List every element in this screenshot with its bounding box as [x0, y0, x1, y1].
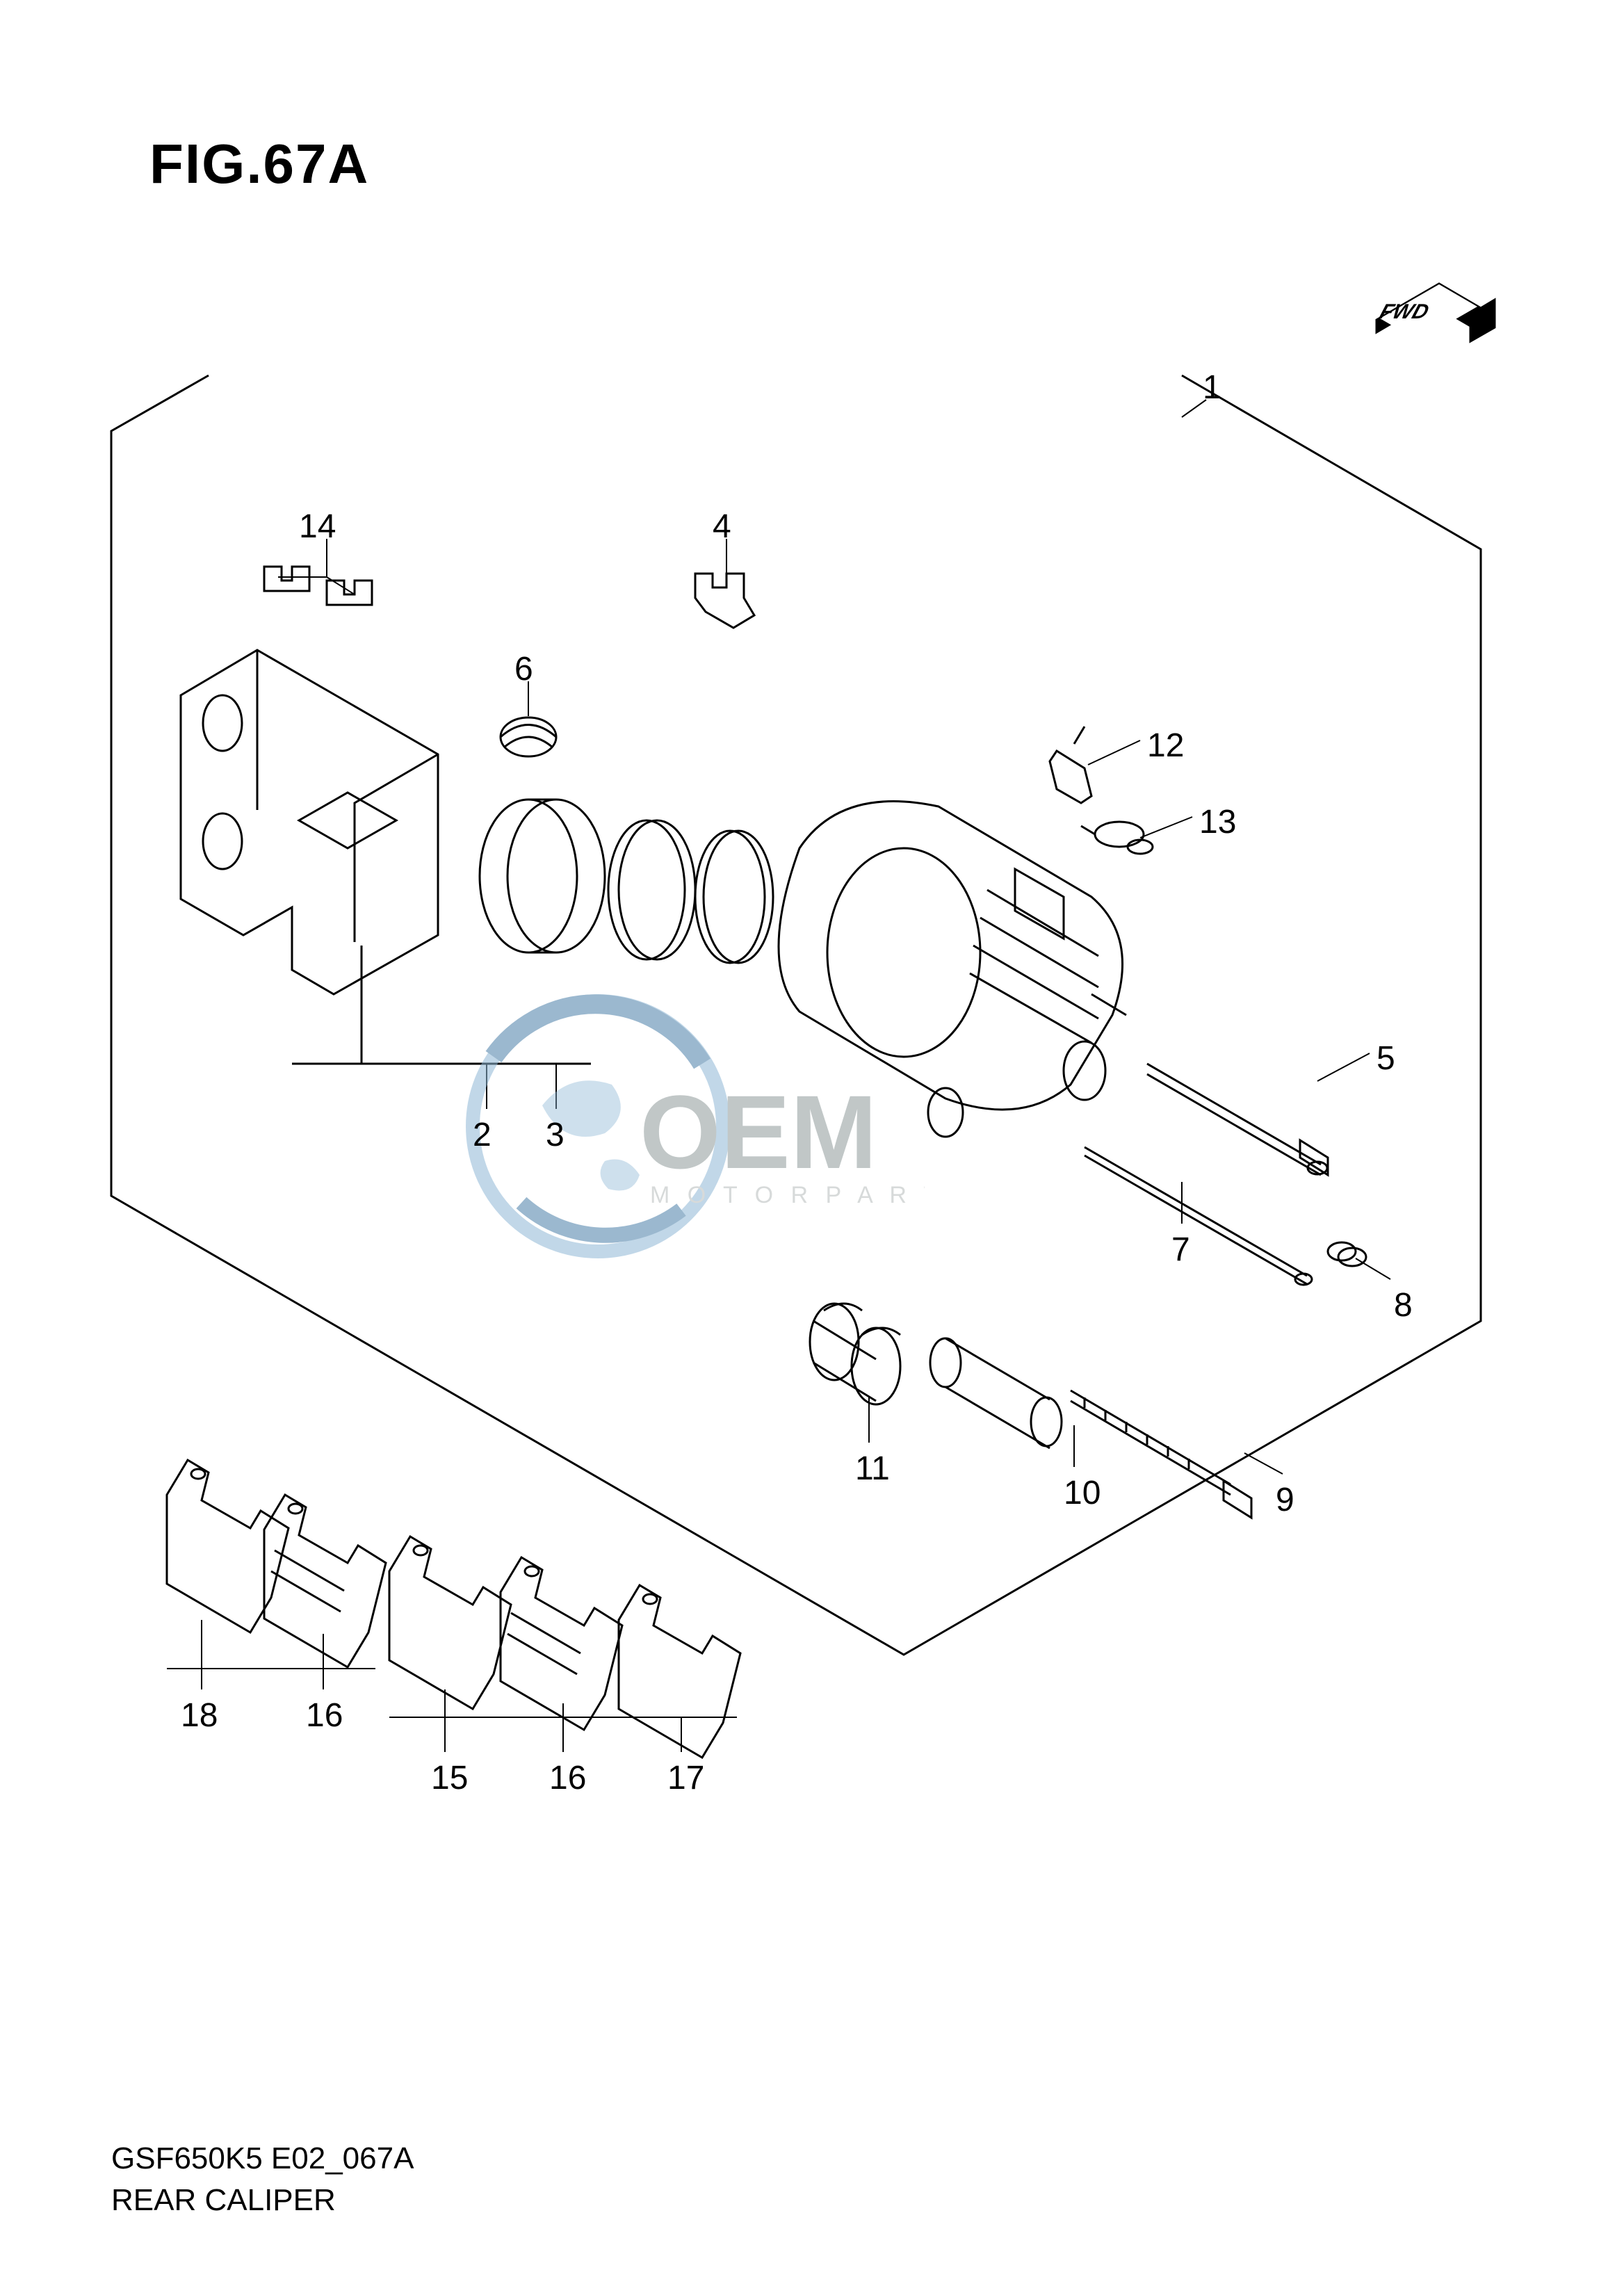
callout-7: 7 [1171, 1231, 1190, 1269]
callout-13: 13 [1199, 803, 1236, 841]
part-2-piston [480, 800, 605, 952]
footer-code: GSF650K5 E02_067A [111, 2141, 414, 2176]
callout-17: 17 [667, 1759, 704, 1797]
callout-3: 3 [546, 1116, 565, 1154]
callout-16b: 16 [549, 1759, 586, 1797]
callout-18: 18 [181, 1696, 218, 1735]
page: FIG.67A [0, 0, 1624, 2295]
callout-16a: 16 [306, 1696, 343, 1735]
callout-6: 6 [514, 650, 533, 688]
part-10-sleeve [930, 1338, 1062, 1448]
callout-4: 4 [713, 508, 731, 546]
callout-10: 10 [1064, 1474, 1101, 1512]
part-15-pad [389, 1536, 511, 1709]
callout-9: 9 [1276, 1481, 1294, 1519]
callout-14: 14 [299, 508, 336, 546]
callout-2: 2 [473, 1116, 492, 1154]
fwd-arrow-icon: FWD [1363, 264, 1502, 362]
callout-8: 8 [1394, 1286, 1413, 1324]
watermark-main-text: OEM [640, 1073, 877, 1190]
fwd-label: FWD [1377, 300, 1431, 323]
callout-1: 1 [1203, 368, 1221, 407]
part-5-pin [1147, 1064, 1328, 1175]
part-3-seals [608, 820, 773, 963]
footer-title: REAR CALIPER [111, 2183, 336, 2218]
part-17-pad [619, 1585, 740, 1758]
callout-5: 5 [1377, 1039, 1395, 1078]
part-18-pad [167, 1460, 289, 1632]
watermark-logo: OEM M O T O R P A R T S [438, 952, 925, 1300]
watermark-sub-text: M O T O R P A R T S [650, 1182, 925, 1208]
callout-15: 15 [431, 1759, 468, 1797]
part-12-bleeder [1050, 727, 1091, 803]
part-16-pad-b [501, 1557, 622, 1730]
part-11-boot [810, 1304, 900, 1404]
part-7-pin [1085, 1147, 1312, 1285]
callout-11: 11 [855, 1450, 890, 1488]
part-16-pad-a [264, 1495, 386, 1667]
callout-12: 12 [1147, 727, 1184, 765]
part-4-clip [695, 574, 754, 628]
part-6-boot [501, 717, 556, 756]
part-8-plug [1328, 1242, 1366, 1266]
